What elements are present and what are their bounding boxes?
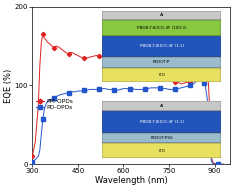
- Y-axis label: EQE (%): EQE (%): [4, 68, 13, 103]
- Legend: PM-OPDs, PD-OPDs: PM-OPDs, PD-OPDs: [35, 98, 74, 111]
- X-axis label: Wavelength (nm): Wavelength (nm): [95, 176, 167, 185]
